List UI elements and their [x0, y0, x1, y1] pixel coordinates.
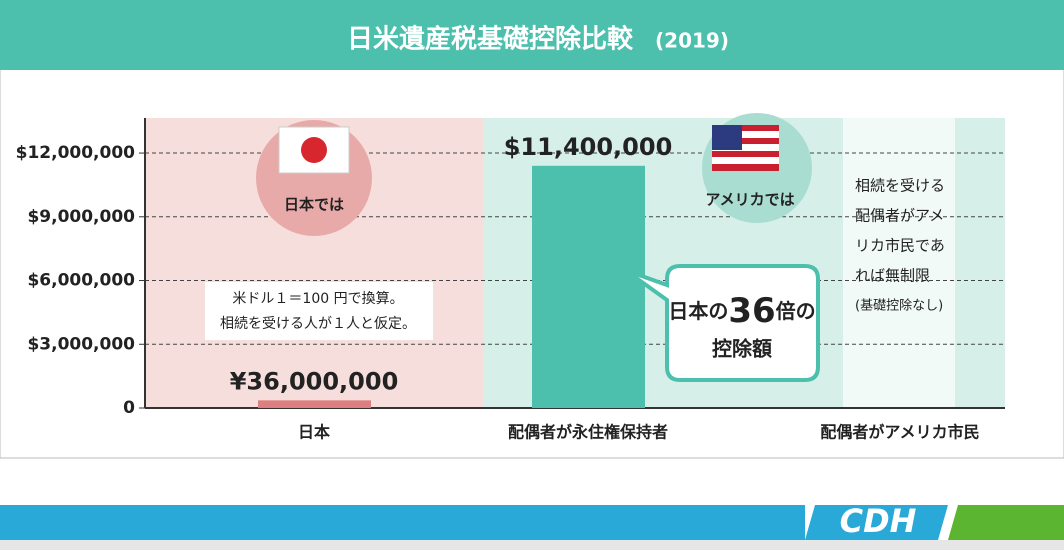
region: [955, 118, 1005, 408]
x-tick-label: 日本: [298, 423, 330, 442]
value-label: $11,400,000: [504, 133, 673, 161]
y-tick-label: 0: [123, 398, 135, 418]
bar: [258, 400, 371, 408]
citizen-note-line: リカ市民であ: [855, 237, 945, 255]
logo-box: [805, 505, 948, 540]
y-tick-label: $3,000,000: [27, 334, 135, 354]
citizen-note-line: 配偶者がアメ: [855, 207, 944, 225]
note: 米ドル１＝100 円で換算。: [232, 291, 403, 307]
citizen-note-line: れば無制限: [855, 267, 930, 285]
x-tick-label: 配偶者が永住権保持者: [508, 423, 668, 442]
value-label: ¥36,000,000: [230, 367, 399, 395]
chart-title: 日米遺産税基礎控除比較: [347, 24, 634, 55]
note: 相続を受ける人が１人と仮定。: [220, 315, 416, 332]
footer-green: [948, 505, 1064, 540]
flag-disc: [301, 137, 327, 163]
badge-label: アメリカでは: [705, 191, 794, 209]
note-box: [205, 282, 433, 340]
header: [0, 0, 1064, 70]
y-tick-label: $6,000,000: [27, 271, 135, 291]
region: [843, 118, 955, 408]
plot: 0 $3,000,000 $6,000,000 $9,000,000 $12,000,0…: [16, 118, 1005, 442]
chart-subtitle: (2019): [655, 29, 729, 53]
footer-band: [0, 505, 805, 540]
badge-label: 日本では: [284, 196, 344, 214]
callout: [623, 264, 820, 382]
y-tick-label: $9,000,000: [27, 207, 135, 227]
x-tick-label: 配偶者がアメリカ市民: [820, 423, 979, 442]
footer-bottom: [0, 540, 1064, 550]
citizen-note-line: 相続を受ける: [855, 177, 945, 195]
usa-flag: [712, 125, 779, 171]
bar: [532, 165, 645, 408]
logo: CDH: [840, 502, 917, 540]
callout-text: 控除額: [712, 337, 772, 361]
citizen-note-line: (基礎控除なし): [855, 299, 943, 314]
callout-text: 日本の36倍の: [668, 291, 815, 331]
y-tick-label: $12,000,000: [16, 143, 136, 163]
